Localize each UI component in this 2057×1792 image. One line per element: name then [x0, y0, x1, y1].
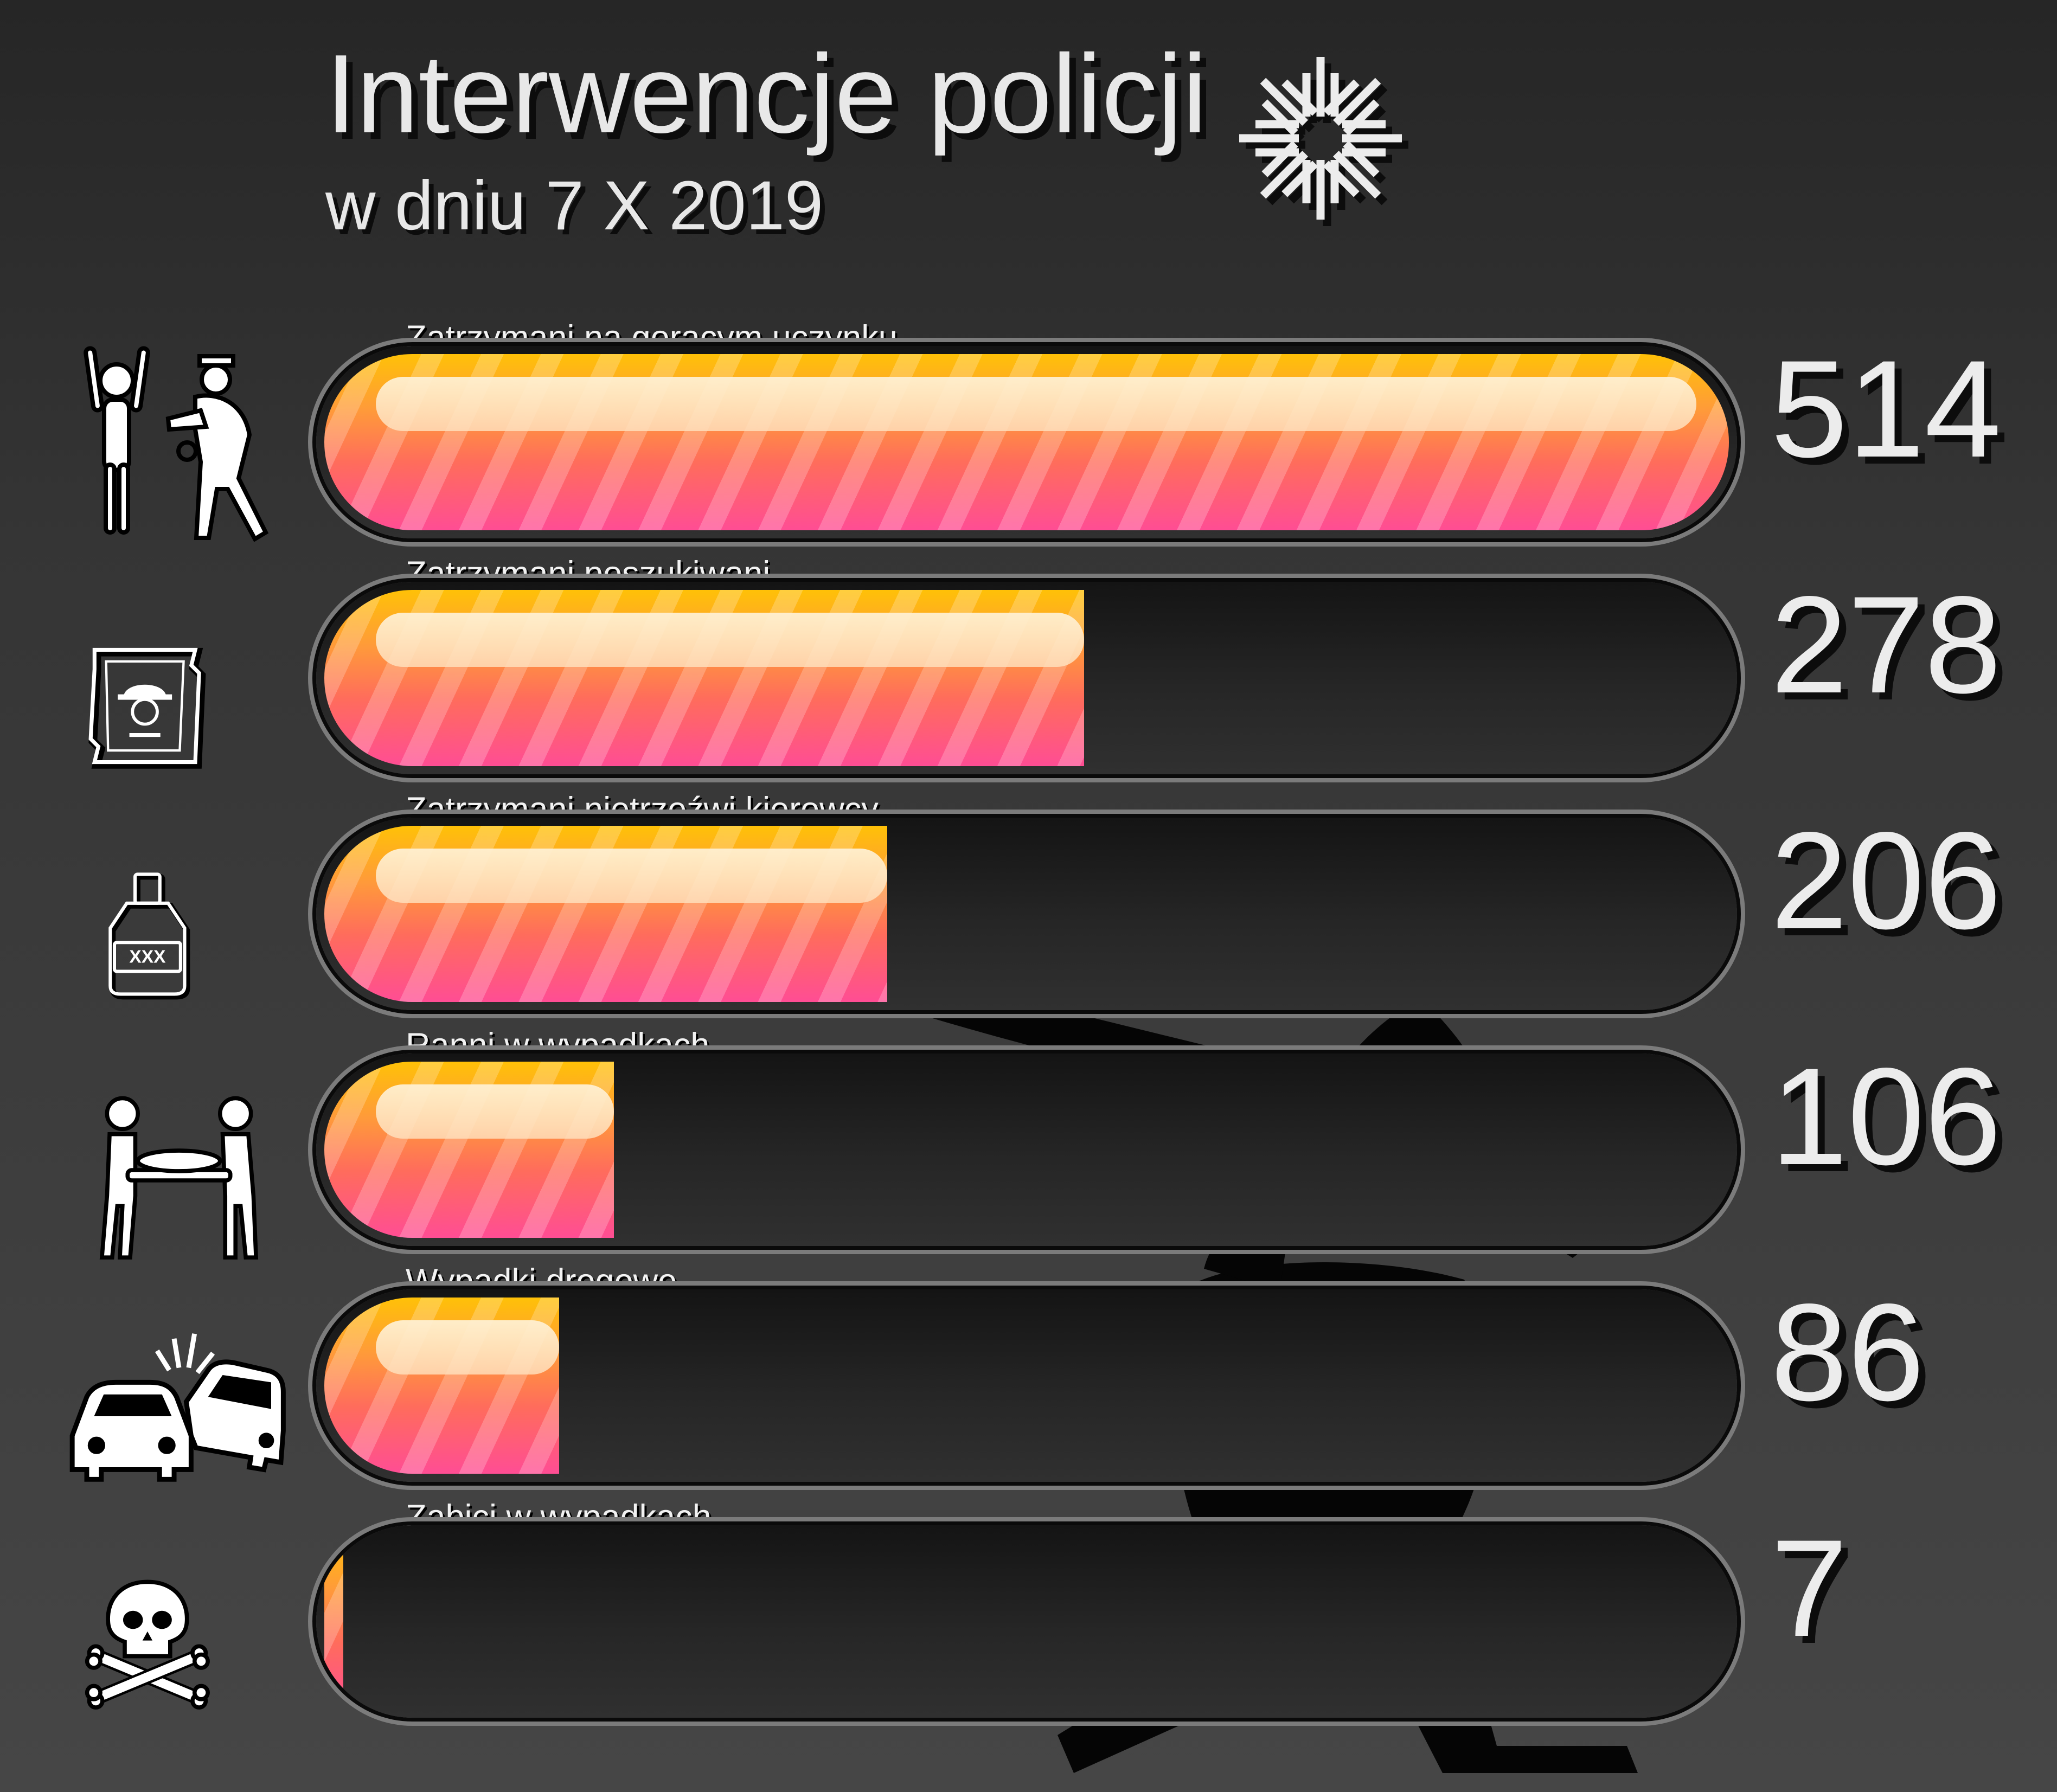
car-crash-icon — [69, 1333, 286, 1482]
value-label: 514 — [1771, 332, 2002, 486]
bar-track — [316, 1289, 1737, 1482]
bar-row-4: Ranni w wypadkach 106 — [0, 1029, 2057, 1262]
bar-gloss — [376, 1084, 614, 1139]
alcohol-bottle-icon: XXX — [108, 872, 190, 1000]
police-star-icon — [1223, 41, 1418, 236]
bar-gloss — [376, 1320, 559, 1374]
bar — [324, 1298, 559, 1474]
bar-track — [316, 346, 1737, 538]
bar-gloss — [376, 613, 1084, 667]
bar-row-6: Zabici w wypadkach 7 — [0, 1500, 2057, 1733]
title-block: Interwencje policji w dniu 7 X 2019 — [325, 38, 1207, 241]
bar-row-3: XXX Zatrzymani nietrzeźwi kierowcy 206 — [0, 793, 2057, 1026]
bar-row-1: Zatrzymani na gorącym uczynku 514 — [0, 321, 2057, 554]
bar-track — [316, 1525, 1737, 1718]
bar — [324, 590, 1084, 766]
wanted-poster-icon — [88, 647, 206, 769]
stretcher-icon — [99, 1096, 259, 1260]
value-label: 206 — [1771, 804, 2002, 958]
bar-track — [316, 1054, 1737, 1246]
bar — [324, 354, 1729, 530]
bar — [324, 1062, 614, 1238]
value-label: 278 — [1771, 568, 2002, 722]
svg-text:XXX: XXX — [129, 947, 166, 967]
arrest-icon — [84, 346, 269, 542]
bar-gloss — [376, 849, 887, 903]
bar-row-5: Wypadki drogowe 86 — [0, 1264, 2057, 1498]
skull-crossbones-icon — [85, 1579, 210, 1710]
value-label: 7 — [1771, 1511, 1848, 1666]
bar-gloss — [376, 377, 1696, 431]
bar-track — [316, 582, 1737, 774]
value-label: 106 — [1771, 1039, 2002, 1194]
bar — [324, 1533, 343, 1710]
bar-track — [316, 818, 1737, 1010]
bar-row-2: Zatrzymani poszukiwani 278 — [0, 557, 2057, 790]
chart-title: Interwencje policji — [325, 31, 1207, 156]
value-label: 86 — [1771, 1275, 1925, 1430]
bar — [324, 826, 887, 1002]
chart-subtitle: w dniu 7 X 2019 — [325, 167, 823, 245]
